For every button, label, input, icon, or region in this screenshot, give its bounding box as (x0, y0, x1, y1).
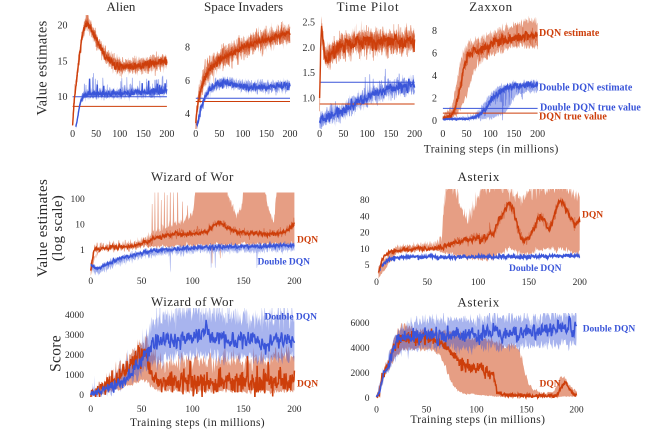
svg-text:100: 100 (483, 129, 498, 140)
svg-text:0: 0 (440, 129, 445, 140)
svg-text:DQN estimate: DQN estimate (539, 28, 600, 39)
svg-text:DQN: DQN (297, 236, 318, 246)
svg-text:50: 50 (214, 129, 224, 140)
svg-text:100: 100 (70, 195, 85, 205)
svg-text:200: 200 (530, 129, 545, 140)
svg-text:10: 10 (58, 92, 68, 103)
svg-text:200: 200 (283, 129, 298, 140)
svg-text:Double DQN true value: Double DQN true value (540, 103, 641, 114)
svg-text:50: 50 (423, 278, 433, 288)
svg-text:15: 15 (58, 56, 68, 67)
svg-text:200: 200 (569, 406, 584, 416)
svg-text:200: 200 (287, 405, 302, 415)
svg-text:100: 100 (469, 406, 484, 416)
svg-text:Wizard of Wor: Wizard of Wor (151, 169, 234, 184)
svg-text:Space Invaders: Space Invaders (204, 0, 283, 14)
svg-text:Alien: Alien (107, 0, 136, 14)
svg-text:80: 80 (360, 196, 370, 206)
svg-text:0: 0 (432, 116, 437, 127)
svg-text:Zaxxon: Zaxxon (469, 0, 513, 14)
svg-text:150: 150 (136, 129, 151, 140)
svg-text:Value estimates: Value estimates (35, 20, 51, 115)
svg-text:50: 50 (137, 405, 147, 415)
svg-text:50: 50 (462, 129, 472, 140)
svg-text:150: 150 (522, 278, 537, 288)
svg-text:1.5: 1.5 (303, 68, 316, 79)
svg-text:200: 200 (573, 278, 588, 288)
svg-text:50: 50 (137, 277, 147, 287)
svg-text:100: 100 (360, 129, 375, 140)
svg-text:Double DQN: Double DQN (509, 264, 562, 274)
svg-text:20: 20 (58, 21, 68, 32)
svg-text:Double DQN: Double DQN (583, 325, 636, 335)
svg-text:5: 5 (365, 261, 370, 271)
svg-text:0: 0 (79, 391, 84, 401)
svg-text:0: 0 (193, 129, 198, 140)
svg-text:0: 0 (317, 129, 322, 140)
svg-text:10: 10 (360, 245, 370, 255)
svg-text:Training steps (in millions): Training steps (in millions) (424, 144, 559, 156)
svg-text:Asterix: Asterix (457, 169, 499, 184)
svg-text:100: 100 (185, 277, 200, 287)
svg-text:100: 100 (185, 405, 200, 415)
svg-text:6: 6 (185, 76, 190, 87)
svg-text:50: 50 (422, 406, 432, 416)
svg-text:4: 4 (432, 71, 437, 82)
svg-text:1: 1 (80, 246, 85, 256)
svg-text:150: 150 (259, 129, 274, 140)
svg-text:Score: Score (48, 335, 65, 372)
svg-text:4: 4 (185, 109, 190, 120)
svg-text:Training steps (in millions): Training steps (in millions) (130, 417, 265, 429)
svg-text:150: 150 (236, 405, 251, 415)
svg-text:200: 200 (287, 277, 302, 287)
svg-text:40: 40 (360, 212, 370, 222)
svg-text:1.0: 1.0 (303, 93, 316, 104)
svg-text:4000: 4000 (65, 311, 84, 321)
svg-text:(log scale): (log scale) (50, 195, 66, 261)
svg-text:2.5: 2.5 (303, 18, 316, 29)
svg-text:10: 10 (75, 220, 85, 230)
svg-text:100: 100 (112, 129, 127, 140)
svg-text:DQN: DQN (540, 380, 561, 390)
svg-text:6: 6 (432, 49, 437, 60)
svg-text:1000: 1000 (65, 371, 84, 381)
svg-text:0: 0 (70, 129, 75, 140)
svg-text:8: 8 (185, 43, 190, 54)
svg-text:150: 150 (506, 129, 521, 140)
svg-text:Double DQN: Double DQN (258, 258, 311, 268)
svg-text:DQN: DQN (297, 380, 318, 390)
svg-text:2000: 2000 (65, 351, 84, 361)
svg-text:100: 100 (235, 129, 250, 140)
svg-text:4000: 4000 (351, 344, 370, 354)
svg-text:Time Pilot: Time Pilot (337, 0, 400, 14)
svg-text:Asterix: Asterix (457, 295, 499, 310)
svg-text:2: 2 (432, 93, 437, 104)
svg-text:DQN: DQN (582, 211, 603, 221)
svg-text:150: 150 (519, 406, 534, 416)
svg-text:150: 150 (236, 277, 251, 287)
svg-text:Training steps (in millions): Training steps (in millions) (410, 414, 545, 426)
svg-text:Double DQN: Double DQN (265, 313, 318, 323)
svg-text:Value estimates: Value estimates (35, 179, 51, 277)
svg-text:8: 8 (432, 26, 437, 37)
svg-text:6000: 6000 (351, 319, 370, 329)
svg-text:2000: 2000 (351, 369, 370, 379)
svg-text:0: 0 (88, 405, 93, 415)
svg-text:100: 100 (471, 278, 486, 288)
svg-text:0: 0 (374, 278, 379, 288)
svg-text:200: 200 (159, 129, 174, 140)
svg-text:0: 0 (365, 394, 370, 404)
svg-text:DQN true value: DQN true value (539, 112, 607, 123)
svg-text:0: 0 (88, 277, 93, 287)
svg-text:50: 50 (338, 129, 348, 140)
svg-text:Wizard of Wor: Wizard of Wor (151, 294, 234, 309)
svg-text:50: 50 (91, 129, 101, 140)
svg-text:2.0: 2.0 (303, 43, 316, 54)
svg-text:200: 200 (407, 129, 422, 140)
svg-text:0: 0 (374, 406, 379, 416)
svg-text:20: 20 (360, 229, 370, 239)
svg-text:3000: 3000 (65, 331, 84, 341)
svg-text:Double DQN estimate: Double DQN estimate (539, 83, 633, 94)
svg-text:150: 150 (383, 129, 398, 140)
